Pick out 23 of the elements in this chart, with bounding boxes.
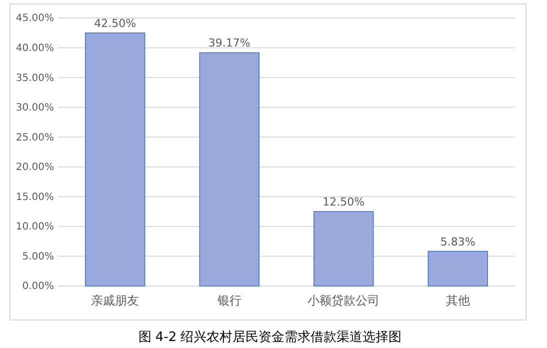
bar xyxy=(85,32,146,286)
y-tick-label: 10.00% xyxy=(16,222,54,233)
y-tick-label: 30.00% xyxy=(16,102,54,114)
y-tick-label: 20.00% xyxy=(16,162,54,174)
y-tick-label: 5.00% xyxy=(22,251,54,262)
y-tick-label: 25.00% xyxy=(16,132,54,144)
x-tick-label: 小额贷款公司 xyxy=(308,294,380,308)
y-tick-label: 0.00% xyxy=(22,281,54,292)
data-label: 5.83% xyxy=(440,235,476,248)
bar xyxy=(314,211,374,286)
x-tick-label: 亲戚朋友 xyxy=(91,294,140,308)
x-tick-label: 银行 xyxy=(216,294,242,308)
y-tick-label: 15.00% xyxy=(16,192,54,203)
y-tick-label: 45.00% xyxy=(16,13,54,24)
text: 图 4-2 绍兴农村居民资金需求借款渠道选择图 xyxy=(138,330,402,345)
data-label: 42.50% xyxy=(94,16,136,30)
x-tick-label: 其他 xyxy=(446,294,470,308)
bar xyxy=(199,52,260,286)
data-label: 39.17% xyxy=(208,36,250,50)
y-tick-label: 40.00% xyxy=(16,42,54,54)
bar xyxy=(428,250,488,286)
y-tick-label: 35.00% xyxy=(16,72,54,84)
data-label: 12.50% xyxy=(322,196,365,209)
